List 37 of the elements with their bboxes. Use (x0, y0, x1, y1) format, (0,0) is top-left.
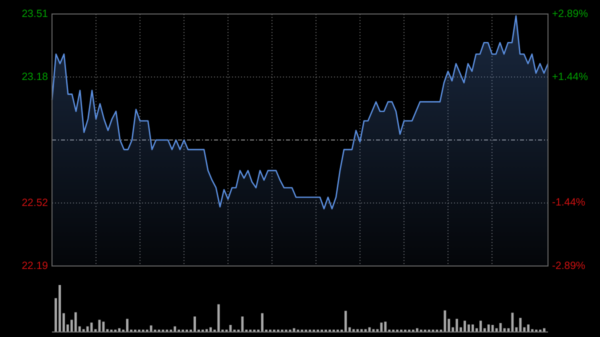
bar (174, 326, 176, 332)
y-tick-label: 22.19 (22, 260, 48, 272)
bar (241, 316, 244, 332)
bar (464, 320, 466, 332)
bar (261, 313, 264, 332)
bar (472, 324, 474, 332)
bar (102, 322, 105, 332)
bar (217, 304, 220, 332)
bar (487, 324, 490, 332)
y-tick-label: 23.51 (22, 8, 48, 20)
bar (456, 318, 458, 332)
y2-tick-label: -1.44% (552, 196, 586, 209)
bar (519, 318, 522, 332)
bar (384, 322, 387, 332)
bar (468, 324, 470, 332)
bar (205, 329, 208, 332)
y2-tick-label: +2.89% (552, 8, 588, 20)
bar (150, 325, 152, 332)
y2-tick-label: +1.44% (552, 71, 588, 83)
bar (491, 324, 494, 332)
bar (479, 320, 482, 332)
y-tick-label: 22.52 (22, 196, 48, 209)
bar (527, 324, 530, 332)
bar (58, 285, 61, 332)
bar (118, 328, 121, 332)
bar (194, 316, 196, 332)
bar (126, 318, 128, 332)
y2-tick-label: -2.89% (552, 260, 586, 272)
y-tick-label: 23.18 (22, 70, 48, 83)
bar (543, 328, 546, 332)
bar (344, 310, 347, 332)
bar (356, 329, 359, 332)
bar (380, 322, 383, 332)
bar (74, 312, 77, 332)
bar (352, 329, 355, 332)
bar (82, 329, 85, 332)
bar (416, 328, 418, 332)
